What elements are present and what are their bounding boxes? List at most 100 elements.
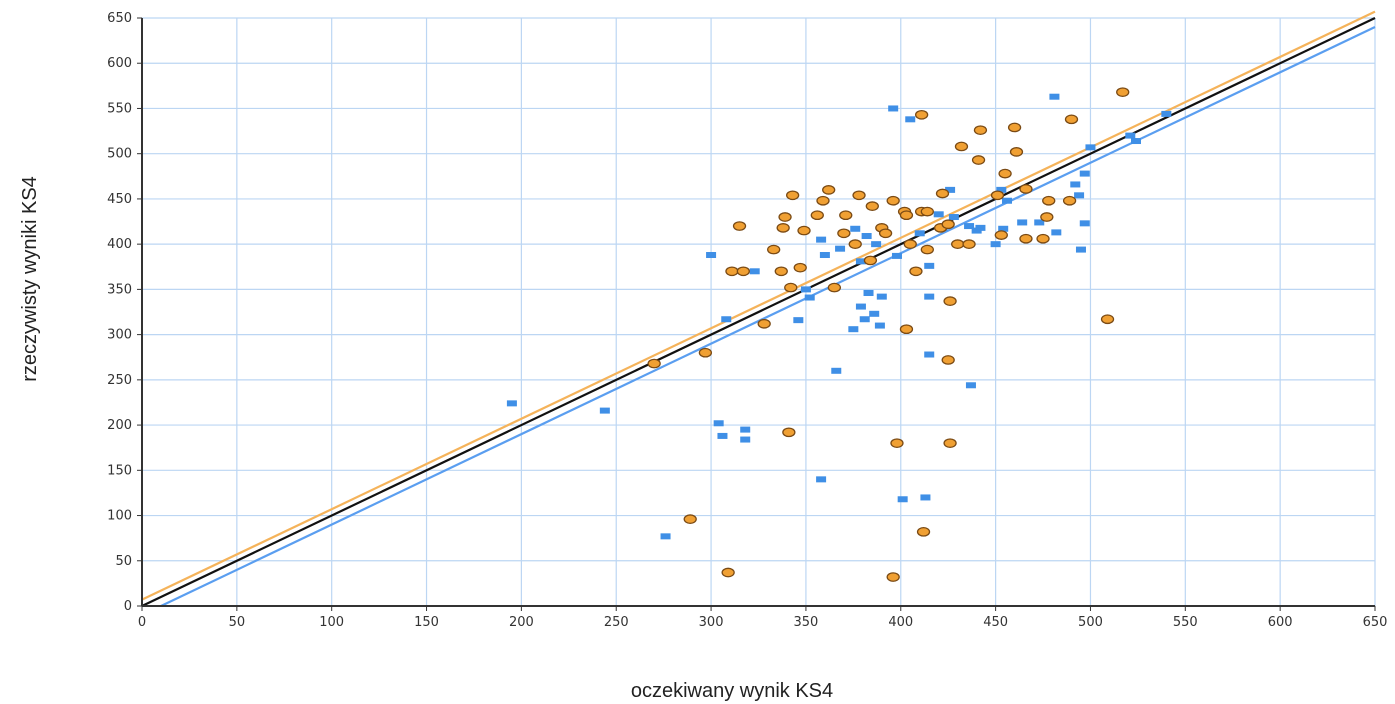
data-point-orange — [941, 355, 955, 365]
data-point-orange — [647, 358, 661, 369]
data-point-orange — [1042, 195, 1056, 206]
x-tick-label: 0 — [138, 615, 146, 630]
data-point-blue — [990, 241, 1001, 248]
y-tick-label: 550 — [107, 101, 132, 116]
data-point-blue — [945, 186, 956, 193]
y-tick-label: 400 — [107, 237, 132, 252]
data-point-orange — [784, 282, 798, 293]
data-point-orange — [736, 266, 750, 277]
y-tick-label: 650 — [107, 11, 132, 26]
y-tick-label: 150 — [107, 463, 132, 478]
data-point-orange — [732, 221, 747, 231]
x-tick-label: 150 — [414, 615, 439, 630]
data-point-orange — [994, 230, 1008, 240]
data-point-orange — [1036, 233, 1050, 244]
data-point-blue — [816, 236, 827, 243]
data-point-orange — [1100, 314, 1115, 325]
x-axis-title: oczekiwany wynik KS4 — [631, 680, 833, 702]
data-point-orange — [1062, 195, 1077, 206]
data-point-orange — [1040, 212, 1054, 222]
data-point-orange — [721, 567, 735, 578]
x-tick-label: 350 — [794, 615, 819, 630]
data-point-orange — [839, 210, 853, 221]
data-point-blue — [831, 367, 842, 374]
data-point-orange — [778, 212, 792, 222]
data-point-orange — [852, 190, 866, 201]
data-point-orange — [848, 239, 862, 250]
data-point-orange — [973, 125, 988, 136]
y-tick-label: 600 — [107, 56, 132, 71]
reference-line-orange — [141, 10, 1376, 601]
data-point-orange — [943, 438, 957, 449]
data-point-blue — [1079, 170, 1090, 177]
data-point-orange — [1007, 122, 1022, 133]
data-point-orange — [903, 239, 917, 250]
data-point-blue — [599, 407, 610, 414]
data-point-blue — [998, 225, 1009, 232]
data-point-blue — [924, 262, 935, 269]
data-point-blue — [1074, 192, 1085, 199]
data-point-orange — [1019, 233, 1033, 244]
data-point-orange — [886, 572, 900, 582]
data-point-blue — [749, 268, 760, 275]
data-point-blue — [855, 258, 866, 265]
data-point-blue — [740, 426, 751, 433]
data-point-orange — [899, 324, 914, 335]
data-point-blue — [1001, 197, 1012, 204]
data-point-orange — [962, 239, 976, 250]
data-point-blue — [964, 223, 975, 230]
data-point-blue — [924, 293, 935, 300]
data-point-orange — [816, 195, 830, 206]
data-point-blue — [1130, 138, 1141, 145]
data-point-orange — [878, 228, 893, 239]
data-point-blue — [863, 290, 874, 297]
data-point-blue — [819, 252, 830, 259]
data-point-orange — [822, 185, 836, 195]
reference-line-black — [141, 17, 1376, 607]
data-point-orange — [757, 318, 771, 329]
data-point-orange — [797, 225, 811, 236]
x-tick-label: 400 — [888, 615, 913, 630]
data-point-blue — [855, 303, 866, 310]
data-point-orange — [1064, 114, 1079, 125]
data-point-blue — [740, 436, 751, 443]
data-point-blue — [1049, 93, 1060, 100]
x-tick-label: 650 — [1363, 615, 1388, 630]
axes: 0 50 100 150 200 250 300 350 400 450 500 550 600 650 0… — [107, 11, 1387, 630]
y-tick-label: 200 — [107, 418, 132, 433]
data-point-orange — [951, 239, 965, 250]
data-point-orange — [941, 219, 955, 230]
data-point-blue — [869, 310, 880, 317]
data-point-orange — [774, 266, 788, 277]
data-point-blue — [1051, 229, 1062, 236]
data-point-blue — [996, 186, 1007, 193]
data-point-orange — [899, 210, 914, 221]
data-point-blue — [861, 233, 872, 240]
data-point-orange — [810, 210, 824, 221]
data-point-orange — [971, 155, 986, 165]
data-point-blue — [965, 382, 976, 389]
data-point-blue — [1085, 144, 1096, 151]
data-point-blue — [506, 400, 517, 407]
y-tick-label: 250 — [107, 373, 132, 388]
data-point-orange — [920, 244, 934, 255]
data-point-blue — [1125, 132, 1136, 139]
data-point-blue — [717, 432, 728, 439]
data-point-orange — [827, 282, 842, 293]
data-point-blue — [897, 496, 908, 503]
data-point-orange — [943, 296, 957, 306]
reference-lines — [141, 10, 1376, 607]
data-point-blue — [1017, 219, 1028, 226]
x-tick-label: 100 — [319, 615, 344, 630]
data-point-orange — [725, 266, 739, 277]
x-tick-label: 500 — [1078, 615, 1103, 630]
data-point-blue — [1161, 110, 1172, 117]
data-point-blue — [905, 116, 916, 123]
data-point-orange — [916, 526, 931, 537]
data-point-blue — [793, 317, 804, 324]
data-point-blue — [721, 316, 732, 323]
data-point-blue — [850, 225, 861, 232]
data-point-orange — [954, 141, 969, 152]
data-point-orange — [990, 190, 1005, 201]
